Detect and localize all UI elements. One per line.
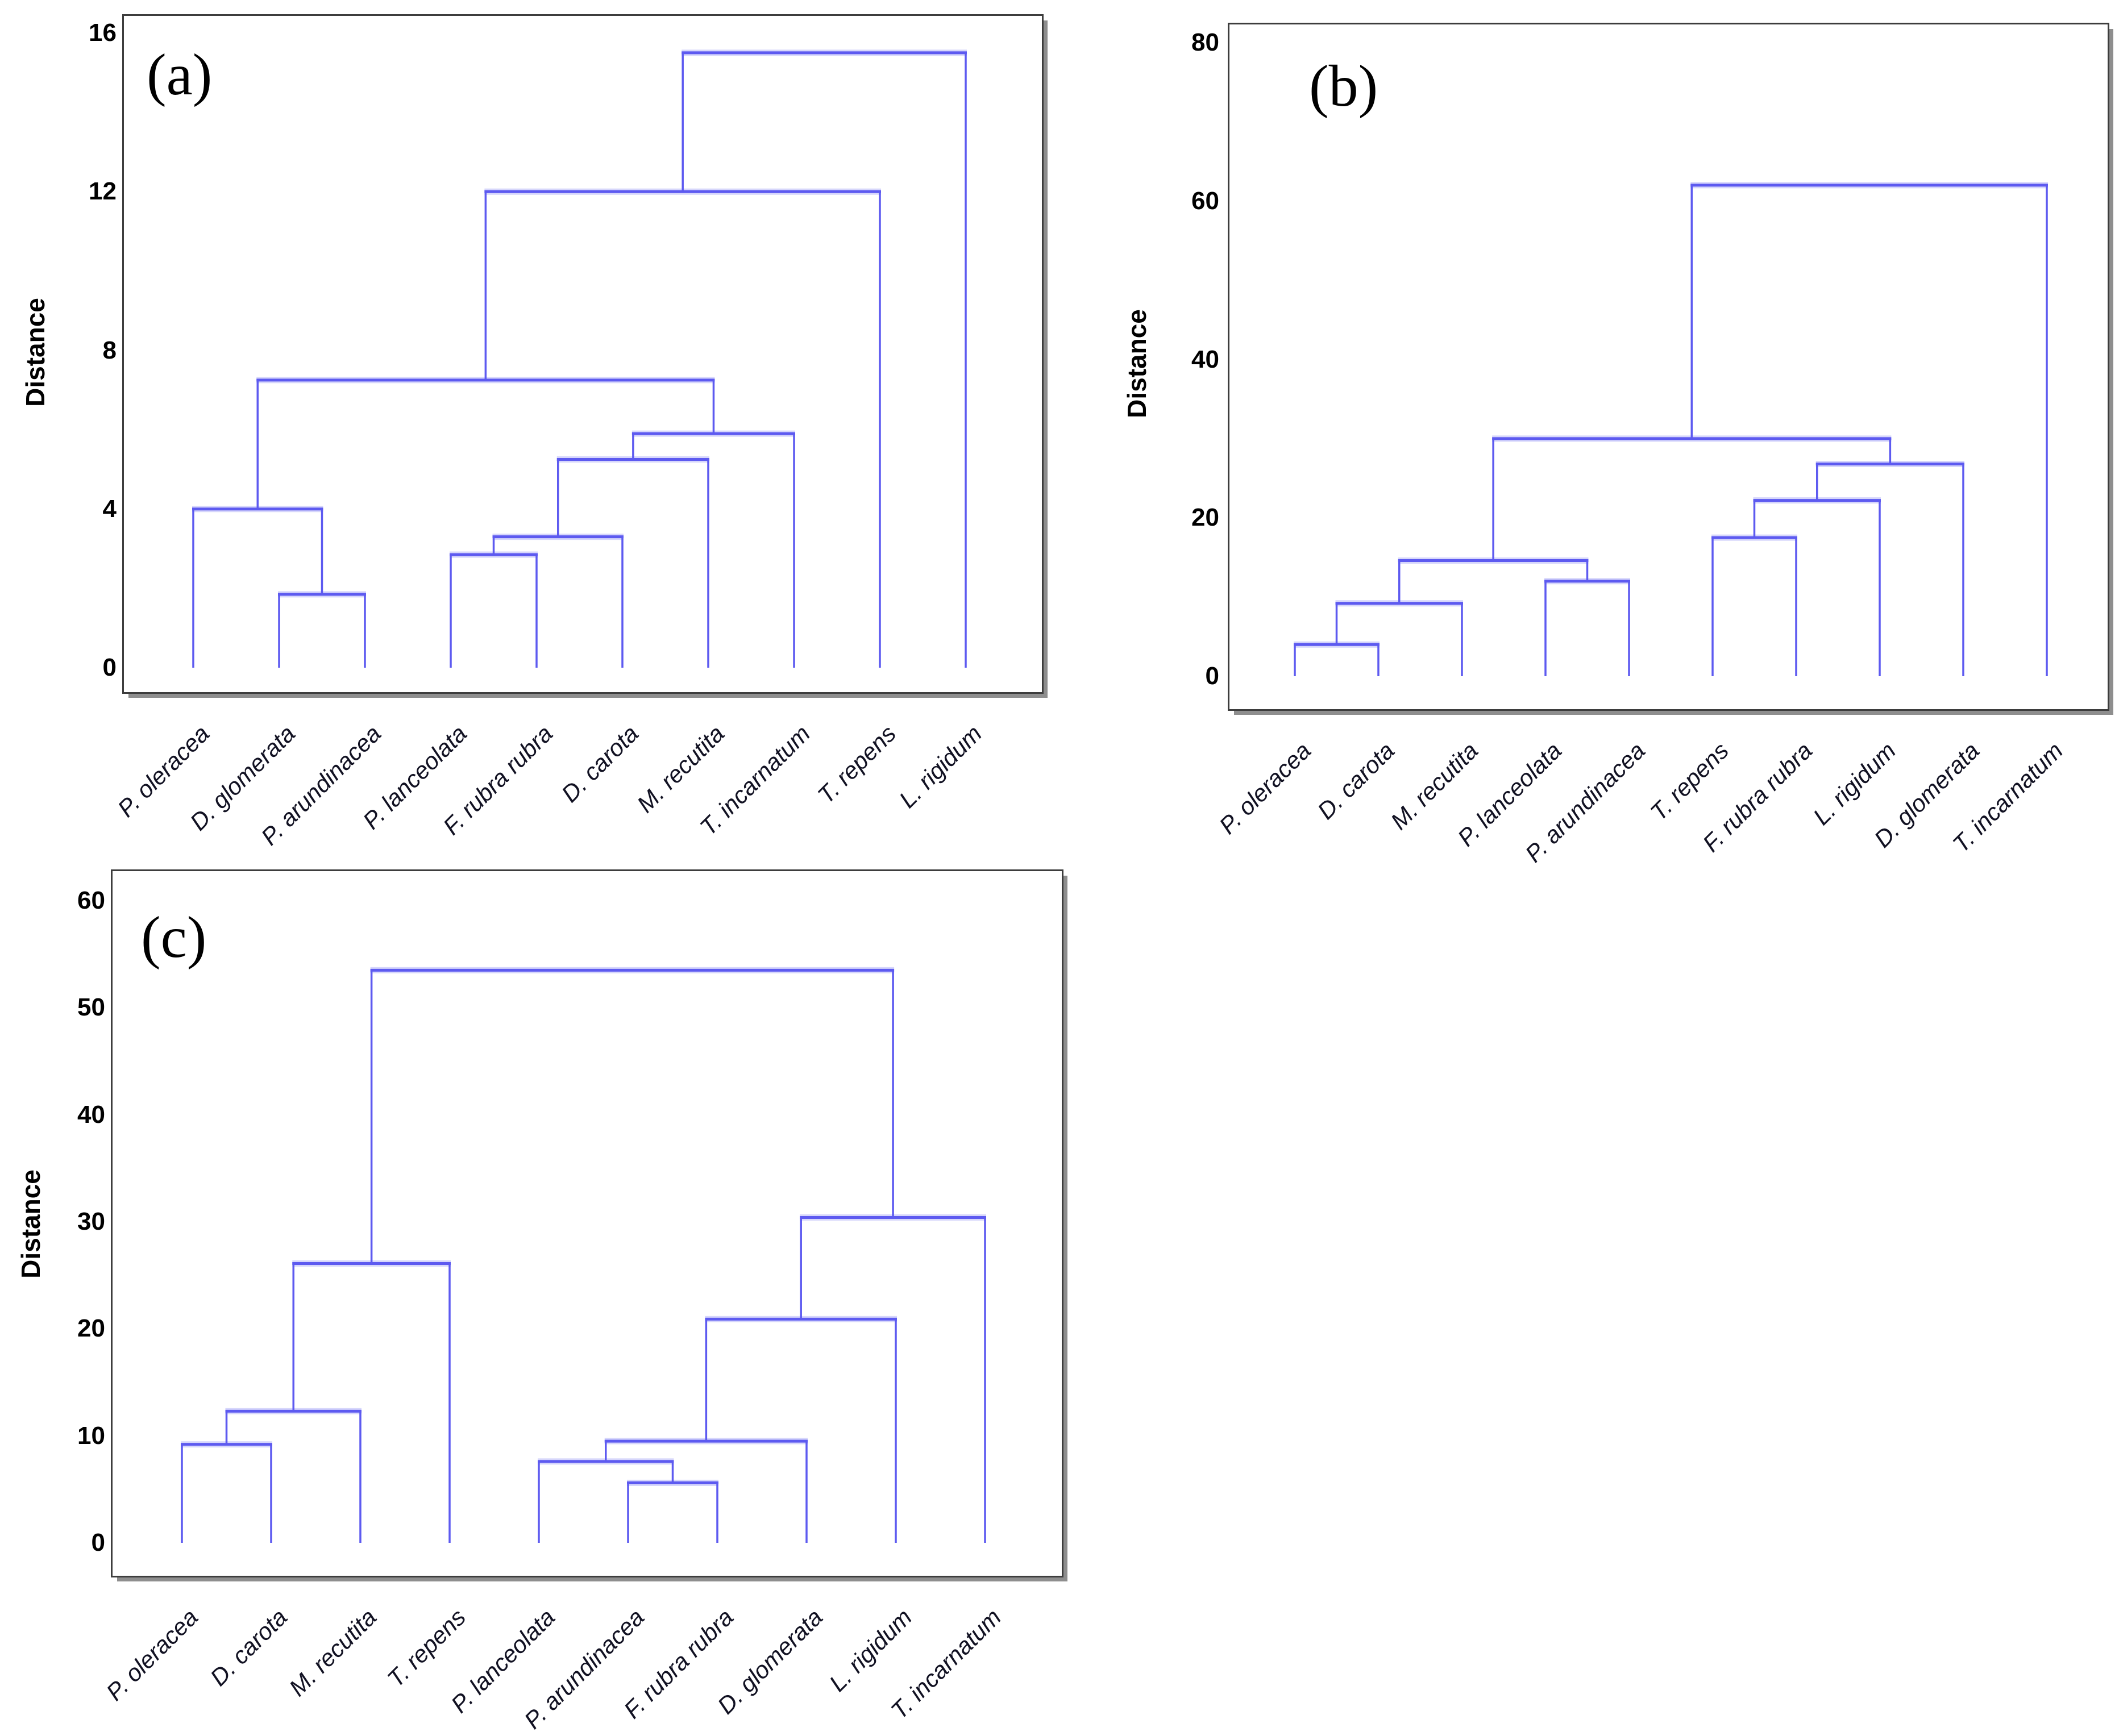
y-tick-label: 40: [77, 1100, 105, 1129]
plot-area-c: [111, 869, 1063, 1577]
y-tick-label: 20: [1191, 503, 1219, 532]
dendrogram-lines-c: [181, 967, 986, 1543]
y-tick-label: 60: [1191, 186, 1219, 215]
plot-area-a: [122, 14, 1044, 694]
y-tick-label: 4: [102, 494, 117, 523]
y-tick-label: 50: [77, 993, 105, 1022]
y-tick-label: 80: [1191, 28, 1219, 56]
y-tick-label: 8: [102, 336, 117, 364]
plot-area-b: [1228, 23, 2109, 711]
y-tick-label: 0: [102, 653, 117, 681]
dendrogram-lines-a: [192, 49, 967, 668]
y-tick-label: 0: [91, 1529, 105, 1556]
y-tick-label: 60: [77, 886, 105, 914]
panel-label-b: (b): [1309, 53, 1378, 119]
y-tick-label: 30: [77, 1208, 105, 1235]
y-tick-label: 0: [1205, 662, 1219, 690]
y-tick-label: 40: [1191, 345, 1219, 373]
y-tick-label: 12: [89, 177, 117, 206]
y-tick-label: 20: [77, 1314, 105, 1343]
y-tick-label: 16: [89, 19, 117, 47]
panel-label-a: (a): [147, 42, 213, 107]
dendrogram-lines-b: [1294, 182, 2048, 676]
y-tick-label: 10: [77, 1421, 105, 1450]
panel-label-c: (c): [141, 905, 207, 970]
